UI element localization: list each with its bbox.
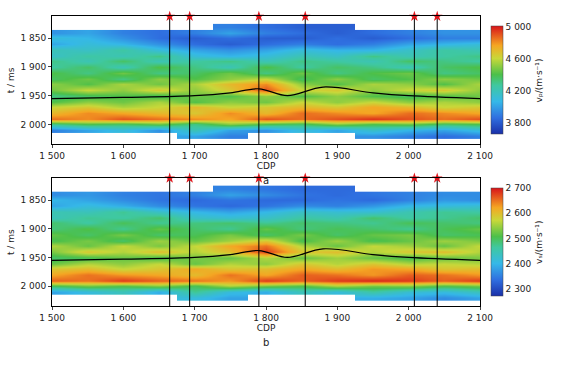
svg-text:1 800: 1 800 [253, 313, 279, 323]
svg-text:2 500: 2 500 [506, 234, 532, 244]
svg-text:2 100: 2 100 [467, 151, 493, 161]
svg-text:1 950: 1 950 [20, 91, 46, 101]
svg-text:2 000: 2 000 [20, 120, 46, 130]
svg-text:CDP: CDP [257, 161, 276, 171]
svg-text:5 000: 5 000 [506, 22, 532, 32]
svg-text:t / ms: t / ms [6, 67, 16, 93]
svg-text:4 600: 4 600 [506, 54, 532, 64]
svg-text:1 900: 1 900 [20, 62, 46, 72]
svg-text:1 900: 1 900 [324, 151, 350, 161]
svg-text:2 700: 2 700 [506, 183, 532, 193]
svg-text:1 700: 1 700 [182, 313, 208, 323]
svg-text:vₛ/(m·s⁻¹): vₛ/(m·s⁻¹) [534, 221, 544, 264]
svg-text:CDP: CDP [257, 323, 276, 333]
svg-text:1 600: 1 600 [110, 313, 136, 323]
svg-text:1 500: 1 500 [39, 313, 65, 323]
svg-text:2 600: 2 600 [506, 208, 532, 218]
svg-text:1 900: 1 900 [20, 224, 46, 234]
svg-text:t / ms: t / ms [6, 229, 16, 255]
svg-text:1 850: 1 850 [20, 33, 46, 43]
svg-text:1 900: 1 900 [324, 313, 350, 323]
svg-text:1 700: 1 700 [182, 151, 208, 161]
svg-text:1 800: 1 800 [253, 151, 279, 161]
svg-text:4 200: 4 200 [506, 86, 532, 96]
svg-text:2 100: 2 100 [467, 313, 493, 323]
svg-text:2 000: 2 000 [396, 151, 422, 161]
svg-text:1 600: 1 600 [110, 151, 136, 161]
svg-text:1 950: 1 950 [20, 253, 46, 263]
svg-text:1 500: 1 500 [39, 151, 65, 161]
svg-text:b: b [263, 337, 269, 348]
svg-text:2 300: 2 300 [506, 284, 532, 294]
svg-text:2 000: 2 000 [396, 313, 422, 323]
svg-text:vₚ/(m·s⁻¹): vₚ/(m·s⁻¹) [534, 58, 544, 102]
svg-text:a: a [263, 175, 269, 186]
svg-text:2 400: 2 400 [506, 259, 532, 269]
svg-text:3 800: 3 800 [506, 118, 532, 128]
svg-text:1 850: 1 850 [20, 195, 46, 205]
svg-text:2 000: 2 000 [20, 281, 46, 291]
